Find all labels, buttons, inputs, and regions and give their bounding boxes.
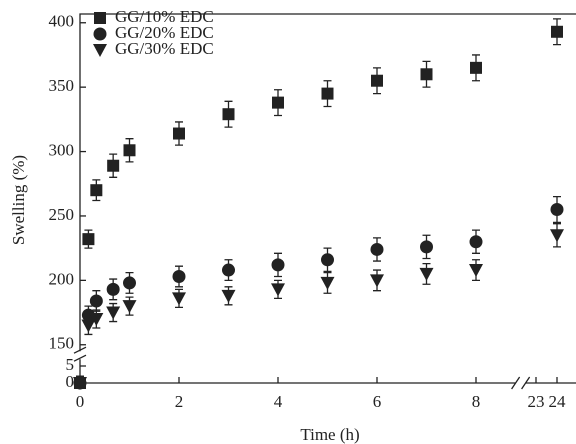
data-point [470, 61, 482, 74]
y-tick-label: 5 [66, 355, 75, 374]
data-point [420, 240, 433, 254]
y-tick-label: 300 [49, 140, 75, 159]
data-point [321, 87, 334, 100]
legend-label: GG/20% EDC [115, 23, 214, 42]
x-tick-label: 6 [373, 392, 382, 411]
y-tick-label: 0 [66, 372, 75, 391]
data-point [550, 203, 564, 217]
data-point [551, 25, 563, 38]
x-tick-label: 2 [175, 392, 184, 411]
legend-marker [93, 44, 107, 57]
data-point [82, 233, 95, 246]
data-point [321, 253, 334, 267]
data-point [371, 74, 383, 87]
data-point [89, 313, 104, 326]
data-point [271, 283, 285, 297]
data-point [106, 282, 120, 296]
data-point [370, 274, 384, 288]
data-point [419, 267, 434, 281]
data-point [271, 258, 285, 272]
legend-label: GG/10% EDC [115, 7, 214, 26]
data-point [420, 68, 433, 81]
axis-frame [79, 13, 576, 384]
data-point [469, 264, 483, 278]
y-tick-label: 350 [49, 76, 75, 95]
data-point [320, 276, 335, 290]
x-tick-label: 24 [549, 392, 567, 411]
y-axis-label: Swelling (%) [9, 155, 28, 245]
y-tick-label: 400 [49, 12, 75, 31]
data-point [370, 242, 384, 256]
x-tick-label: 4 [274, 392, 283, 411]
data-point [272, 96, 284, 109]
data-point [469, 235, 483, 249]
legend-marker [93, 27, 107, 41]
data-point [221, 289, 236, 303]
y-tick-label: 200 [49, 269, 75, 288]
data-point [73, 377, 87, 390]
data-point [172, 269, 186, 283]
data-point [173, 127, 185, 140]
data-point [123, 276, 136, 290]
x-tick-label: 8 [472, 392, 481, 411]
data-point [81, 319, 96, 333]
y-tick-label: 250 [49, 205, 75, 224]
data-point [107, 159, 120, 172]
legend-marker [94, 12, 106, 24]
x-tick-label: 23 [528, 392, 545, 411]
data-point [81, 308, 95, 322]
data-point [550, 229, 564, 243]
axis-break [73, 346, 531, 390]
x-tick-label: 0 [76, 392, 85, 411]
x-axis-label: Time (h) [300, 425, 359, 444]
y-tick-label: 150 [49, 334, 75, 353]
data-point [89, 294, 103, 308]
data-point [90, 184, 103, 197]
data-point [222, 263, 235, 277]
data-point [122, 300, 137, 314]
data-point [106, 306, 121, 320]
data-point [222, 108, 235, 121]
data-point [123, 144, 136, 157]
legend-label: GG/30% EDC [115, 39, 214, 58]
data-point [172, 292, 186, 306]
